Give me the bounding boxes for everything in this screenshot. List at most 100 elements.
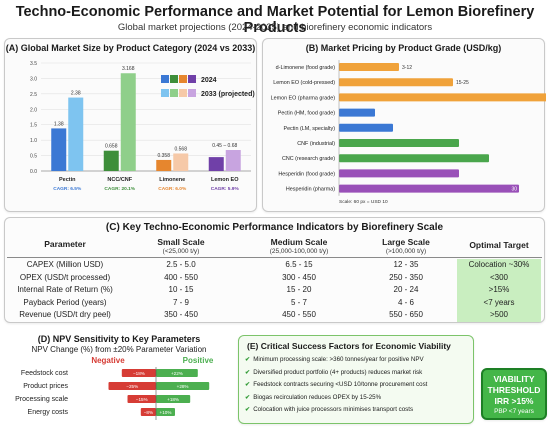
price-bar <box>339 63 399 71</box>
table-cell-small: 2.5 - 5.0 <box>166 260 196 269</box>
y-tick-label: 3.5 <box>30 61 37 67</box>
panel-b-pricing: (B) Market Pricing by Product Grade (USD… <box>262 38 546 212</box>
bar-2024 <box>208 157 224 171</box>
y-tick-label: 0.0 <box>30 169 37 175</box>
bar-2033 <box>225 150 241 171</box>
category-label: CNF (industrial) <box>297 141 335 147</box>
table-divider <box>7 257 542 258</box>
positive-label: +28% <box>177 384 189 389</box>
page-subtitle: Global market projections (2024-2035) an… <box>117 22 433 33</box>
positive-bar <box>156 382 210 390</box>
panel-d-title: (D) NPV Sensitivity to Key Parameters <box>37 334 201 344</box>
cagr-label: CAGR: 6.0% <box>158 186 187 192</box>
data-label: 0.568 <box>174 146 187 152</box>
category-label: d-Limonene (food grade) <box>276 65 336 71</box>
positive-label: +18% <box>167 397 179 402</box>
data-label: 2.38 <box>71 91 81 97</box>
positive-bar <box>156 369 198 377</box>
legend-swatch-2033 <box>161 89 169 97</box>
viability-line-4: PBP <7 years <box>494 408 534 415</box>
table-cell-param: Revenue (USD/t dry peel) <box>19 310 111 319</box>
legend-positive: Positive <box>183 356 214 365</box>
legend-swatch-2033 <box>170 89 178 97</box>
table-cell-param: Internal Rate of Return (%) <box>17 285 113 294</box>
cagr-label: CAGR: 6.5% <box>53 186 82 192</box>
table-cell-target: <7 years <box>457 296 541 309</box>
page-title: Techno-Economic Performance and Market P… <box>15 4 535 36</box>
category-label: Lemon EO <box>211 177 239 183</box>
checkmark-icon: ✔ <box>245 356 251 363</box>
success-factor-text: Feedstock contracts securing <USD 10/ton… <box>253 381 428 388</box>
legend-swatch-2024 <box>179 75 187 83</box>
data-label: 0.358 <box>157 153 170 159</box>
legend-negative: Negative <box>91 356 125 365</box>
table-cell-medium: 5 - 7 <box>290 297 307 307</box>
bar-2033 <box>120 73 136 171</box>
success-factor-text: Diversified product portfolio (4+ produc… <box>253 368 423 376</box>
success-factor-item: ✔ Feedstock contracts securing <USD 10/to… <box>245 381 427 388</box>
success-factor-text: Minimum processing scale: >360 tonnes/ye… <box>253 356 424 363</box>
success-factor-item: ✔ Diversified product portfolio (4+ produ… <box>245 369 422 376</box>
positive-bar <box>156 408 175 416</box>
price-bar <box>339 108 375 117</box>
success-factor-item: ✔ Colocation with juice processors minimi… <box>245 406 413 413</box>
panel-e-title: (E) Critical Success Factors for Economi… <box>247 341 451 351</box>
panel-c-title: (C) Key Techno-Economic Performance Indi… <box>105 222 444 233</box>
y-tick-label: 1.0 <box>30 138 37 144</box>
bar-2024 <box>156 159 172 171</box>
legend-swatch-2024 <box>188 75 196 83</box>
table-cell-medium: 6.5 - 15 <box>285 260 313 269</box>
checkmark-icon: ✔ <box>245 393 251 401</box>
price-bar <box>339 139 459 147</box>
table-cell-target: Colocation ~30% <box>457 259 541 272</box>
positive-bar <box>156 395 191 403</box>
checkmark-icon: ✔ <box>245 406 251 413</box>
y-tick-label: 3.0 <box>30 76 37 82</box>
panel-b-title: (B) Market Pricing by Product Grade (USD… <box>305 43 502 53</box>
price-bar <box>339 78 453 87</box>
data-label: 1.38 <box>54 121 64 127</box>
negative-label: −15% <box>136 397 148 402</box>
value-label: 30 <box>511 187 517 193</box>
header-large-scale: Large Scale <box>382 237 430 247</box>
table-cell-large: 250 - 350 <box>389 272 423 282</box>
table-cell-small: 7 - 9 <box>172 297 189 307</box>
bar-2033 <box>68 97 84 171</box>
subheader-medium: (25,000-100,000 t/y) <box>269 248 329 255</box>
legend-swatch-2033 <box>179 89 187 97</box>
data-label: 0.45 – 0.68 <box>212 143 237 149</box>
category-label: Pectin (HM, food grade) <box>278 111 335 117</box>
negative-bar <box>127 395 156 403</box>
table-cell-target: >500 <box>457 309 541 322</box>
market-size-chart: 0.0 0.5 1.0 1.5 2.0 2.5 3.0 3.5 1.38 2.38 Pectin CA… <box>30 61 255 192</box>
pricing-chart: d-Limonene (food grade) 3-12 Lemon EO (col… <box>271 60 546 205</box>
category-label: Pectin <box>59 177 76 183</box>
negative-bar <box>140 408 156 416</box>
table-cell-large: 550 - 650 <box>389 310 423 319</box>
legend-swatch-2024 <box>170 75 178 83</box>
checkmark-icon: ✔ <box>245 368 251 376</box>
y-tick-label: 2.0 <box>30 107 37 113</box>
table-cell-param: CAPEX (Million USD) <box>26 260 104 269</box>
category-label: Feedstock cost <box>21 370 68 377</box>
value-label: 3-12 <box>402 65 412 71</box>
table-cell-target: <300 <box>457 271 541 284</box>
success-factor-item: ✔ Biogas recirculation reduces OPEX by 15… <box>245 394 381 401</box>
negative-bar <box>121 369 156 377</box>
table-cell-small: 400 - 550 <box>164 272 198 282</box>
negative-label: −25% <box>126 384 138 389</box>
table-cell-medium: 450 - 550 <box>282 310 316 319</box>
viability-line-3: IRR >15% <box>494 396 534 406</box>
viability-line-1: VIABILITY <box>493 374 535 384</box>
bar-2024 <box>51 128 67 171</box>
price-bar <box>339 184 519 193</box>
scale-note: Scale: 60 px = USD 10 <box>339 199 388 205</box>
legend-label: 2024 <box>201 77 217 84</box>
category-label: Hesperidin (pharma) <box>286 187 335 193</box>
price-bar <box>339 123 393 132</box>
category-label: CNC (research grade) <box>282 156 335 162</box>
data-label: 3.168 <box>122 66 135 72</box>
category-label: Pectin (LM, specialty) <box>283 126 335 132</box>
bar-2024 <box>103 150 119 171</box>
negative-bar <box>108 382 156 390</box>
